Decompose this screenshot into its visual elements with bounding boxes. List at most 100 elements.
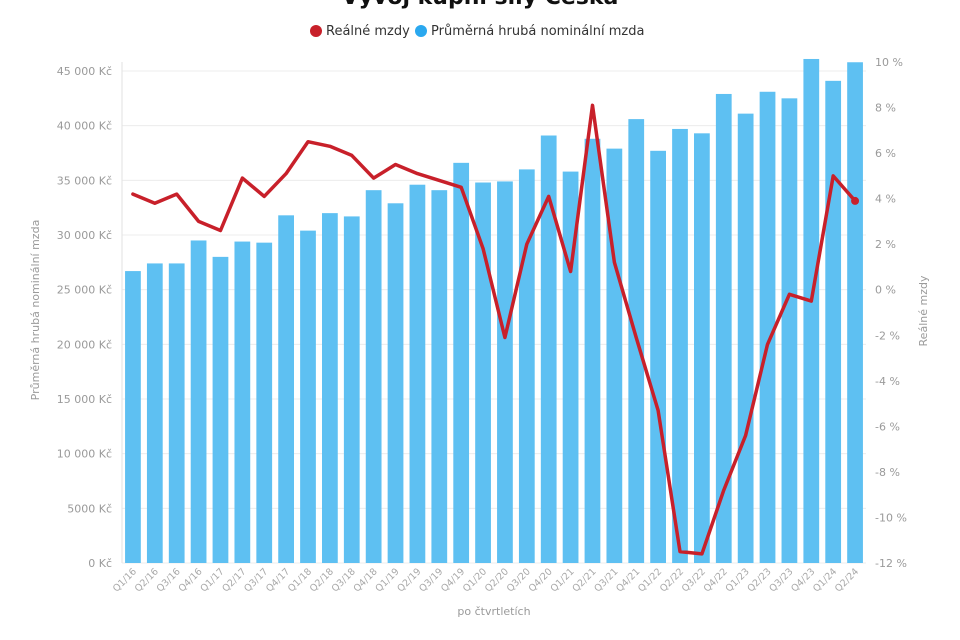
x-tick-label: Q4/18 xyxy=(352,566,380,594)
bar-nominal-wage[interactable] xyxy=(409,184,426,563)
bar-nominal-wage[interactable] xyxy=(431,190,448,563)
right-tick-label: -6 % xyxy=(875,420,900,433)
bar-nominal-wage[interactable] xyxy=(650,150,666,563)
x-tick-label: Q4/17 xyxy=(264,566,292,594)
x-tick-label: Q2/24 xyxy=(833,566,861,594)
bar-nominal-wage[interactable] xyxy=(584,138,601,563)
bar-nominal-wage[interactable] xyxy=(234,241,251,563)
left-axis-title: Průměrná hrubá nominální mzda xyxy=(29,220,42,401)
x-tick-label: Q1/19 xyxy=(373,566,401,594)
bar-nominal-wage[interactable] xyxy=(453,162,470,563)
bar-nominal-wage[interactable] xyxy=(387,203,404,563)
bar-nominal-wage[interactable] xyxy=(322,213,338,563)
right-tick-label: -8 % xyxy=(875,466,900,479)
left-axis-ticks: 0 Kč 5000 Kč 10 000 Kč 15 000 Kč 20 000 Kč 25… xyxy=(57,65,112,570)
right-tick-label: 6 % xyxy=(875,147,896,160)
right-tick-label: 10 % xyxy=(875,56,903,69)
x-tick-label: Q1/17 xyxy=(198,566,226,594)
right-axis-ticks: -12 % -10 % -8 % -6 % -4 % -2 % 0 % 2 % 4 % 6 % 8 … xyxy=(875,56,907,570)
bar-nominal-wage[interactable] xyxy=(300,230,316,564)
legend-item-nominal-wage[interactable]: Průměrná hrubá nominální mzda xyxy=(415,24,644,39)
right-tick-label: -2 % xyxy=(875,329,900,342)
x-tick-label: Q2/20 xyxy=(483,566,511,594)
x-tick-label: Q2/22 xyxy=(658,566,686,594)
bar-nominal-wage[interactable] xyxy=(256,242,273,564)
x-tick-label: Q2/16 xyxy=(133,566,161,594)
bar-nominal-wage[interactable] xyxy=(737,113,754,563)
right-tick-label: 4 % xyxy=(875,193,896,206)
bar-nominal-wage[interactable] xyxy=(803,58,820,564)
x-tick-label: Q4/19 xyxy=(439,566,467,594)
x-tick-label: Q3/19 xyxy=(417,566,445,594)
x-tick-label: Q4/22 xyxy=(702,566,730,594)
right-tick-label: -12 % xyxy=(875,557,907,570)
x-tick-label: Q2/19 xyxy=(395,566,423,594)
chart-title: Vývoj kupní síly Česka xyxy=(342,0,619,10)
bar-nominal-wage[interactable] xyxy=(672,128,688,564)
left-tick-label: 15 000 Kč xyxy=(57,393,112,406)
left-tick-label: 35 000 Kč xyxy=(57,174,112,187)
x-tick-label: Q3/23 xyxy=(767,566,795,594)
right-axis-title: Reálné mzdy xyxy=(917,275,930,346)
right-tick-label: 8 % xyxy=(875,102,896,115)
left-tick-label: 5000 Kč xyxy=(67,502,112,515)
x-tick-label: Q1/18 xyxy=(286,566,314,594)
x-tick-label: Q4/20 xyxy=(527,566,555,594)
right-tick-label: 0 % xyxy=(875,284,896,297)
bar-nominal-wage[interactable] xyxy=(190,240,207,563)
x-tick-label: Q1/22 xyxy=(636,566,664,594)
x-tick-label: Q1/21 xyxy=(549,566,577,594)
x-tick-label: Q2/23 xyxy=(745,566,773,594)
bar-nominal-wage[interactable] xyxy=(825,80,842,563)
x-tick-label: Q3/20 xyxy=(505,566,533,594)
legend-marker-nominal-wage xyxy=(415,25,427,37)
bar-nominal-wage[interactable] xyxy=(146,263,163,563)
x-tick-label: Q2/18 xyxy=(308,566,336,594)
x-tick-label: Q3/21 xyxy=(592,566,620,594)
x-tick-label: Q1/20 xyxy=(461,566,489,594)
x-tick-label: Q3/16 xyxy=(155,566,183,594)
bar-series xyxy=(125,58,863,564)
bar-nominal-wage[interactable] xyxy=(125,271,141,563)
right-tick-label: -10 % xyxy=(875,511,907,524)
bar-nominal-wage[interactable] xyxy=(278,215,294,563)
x-tick-label: Q4/21 xyxy=(614,566,642,594)
legend-marker-real-wages xyxy=(310,25,322,37)
left-tick-label: 45 000 Kč xyxy=(57,65,112,78)
line-point-real-wages[interactable] xyxy=(851,196,860,205)
bar-nominal-wage[interactable] xyxy=(606,148,623,564)
legend-item-real-wages[interactable]: Reálné mzdy xyxy=(310,24,410,39)
x-tick-label: Q3/18 xyxy=(330,566,358,594)
left-tick-label: 25 000 Kč xyxy=(57,284,112,297)
x-tick-label: Q1/16 xyxy=(111,566,139,594)
bar-nominal-wage[interactable] xyxy=(540,135,557,564)
bar-nominal-wage[interactable] xyxy=(781,98,798,563)
legend-label-nominal-wage: Průměrná hrubá nominální mzda xyxy=(431,24,644,39)
x-tick-label: Q2/21 xyxy=(570,566,598,594)
line-real-wages[interactable] xyxy=(131,103,857,556)
bar-nominal-wage[interactable] xyxy=(365,190,382,563)
bar-nominal-wage[interactable] xyxy=(497,181,513,563)
left-tick-label: 0 Kč xyxy=(88,557,112,570)
bar-nominal-wage[interactable] xyxy=(694,133,710,563)
bottom-axis-title: po čtvrtletích xyxy=(457,605,530,618)
bar-nominal-wage[interactable] xyxy=(759,91,776,564)
bar-nominal-wage[interactable] xyxy=(475,182,491,563)
bar-nominal-wage[interactable] xyxy=(168,263,185,563)
grid xyxy=(121,62,866,564)
x-tick-label: Q3/17 xyxy=(242,566,270,594)
bar-nominal-wage[interactable] xyxy=(212,256,229,563)
left-tick-label: 30 000 Kč xyxy=(57,229,112,242)
bar-nominal-wage[interactable] xyxy=(343,216,360,563)
x-tick-label: Q1/24 xyxy=(811,566,839,594)
left-tick-label: 40 000 Kč xyxy=(57,120,112,133)
bar-nominal-wage[interactable] xyxy=(715,93,732,564)
bar-nominal-wage[interactable] xyxy=(847,62,863,564)
right-tick-label: -4 % xyxy=(875,375,900,388)
legend: Reálné mzdy Průměrná hrubá nominální mzd… xyxy=(310,24,644,39)
right-tick-label: 2 % xyxy=(875,238,896,251)
x-tick-label: Q4/16 xyxy=(177,566,205,594)
bar-nominal-wage[interactable] xyxy=(562,171,579,563)
x-tick-label: Q3/22 xyxy=(680,566,708,594)
